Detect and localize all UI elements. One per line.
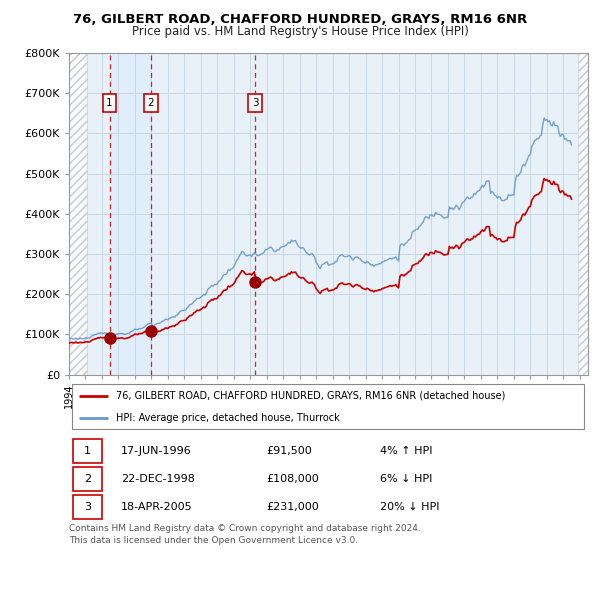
Text: 1: 1 (84, 446, 91, 456)
Text: 76, GILBERT ROAD, CHAFFORD HUNDRED, GRAYS, RM16 6NR: 76, GILBERT ROAD, CHAFFORD HUNDRED, GRAY… (73, 13, 527, 26)
Text: 2: 2 (148, 98, 154, 108)
Text: 76, GILBERT ROAD, CHAFFORD HUNDRED, GRAYS, RM16 6NR (detached house): 76, GILBERT ROAD, CHAFFORD HUNDRED, GRAY… (116, 391, 505, 401)
FancyBboxPatch shape (73, 495, 101, 519)
Text: HPI: Average price, detached house, Thurrock: HPI: Average price, detached house, Thur… (116, 413, 340, 423)
Text: Contains HM Land Registry data © Crown copyright and database right 2024.
This d: Contains HM Land Registry data © Crown c… (69, 524, 421, 545)
Text: 1: 1 (106, 98, 113, 108)
FancyBboxPatch shape (73, 467, 101, 491)
Bar (110, 53, 151, 375)
Text: 3: 3 (84, 502, 91, 512)
Text: Price paid vs. HM Land Registry's House Price Index (HPI): Price paid vs. HM Land Registry's House … (131, 25, 469, 38)
FancyBboxPatch shape (71, 384, 584, 429)
Text: £108,000: £108,000 (266, 474, 319, 484)
Text: 3: 3 (252, 98, 259, 108)
Text: 20% ↓ HPI: 20% ↓ HPI (380, 502, 440, 512)
Text: £231,000: £231,000 (266, 502, 319, 512)
Text: £91,500: £91,500 (266, 446, 312, 456)
FancyBboxPatch shape (73, 439, 101, 463)
Text: 2: 2 (84, 474, 91, 484)
Text: 4% ↑ HPI: 4% ↑ HPI (380, 446, 433, 456)
Text: 18-APR-2005: 18-APR-2005 (121, 502, 193, 512)
Text: 22-DEC-1998: 22-DEC-1998 (121, 474, 195, 484)
Text: 17-JUN-1996: 17-JUN-1996 (121, 446, 191, 456)
Text: 6% ↓ HPI: 6% ↓ HPI (380, 474, 433, 484)
